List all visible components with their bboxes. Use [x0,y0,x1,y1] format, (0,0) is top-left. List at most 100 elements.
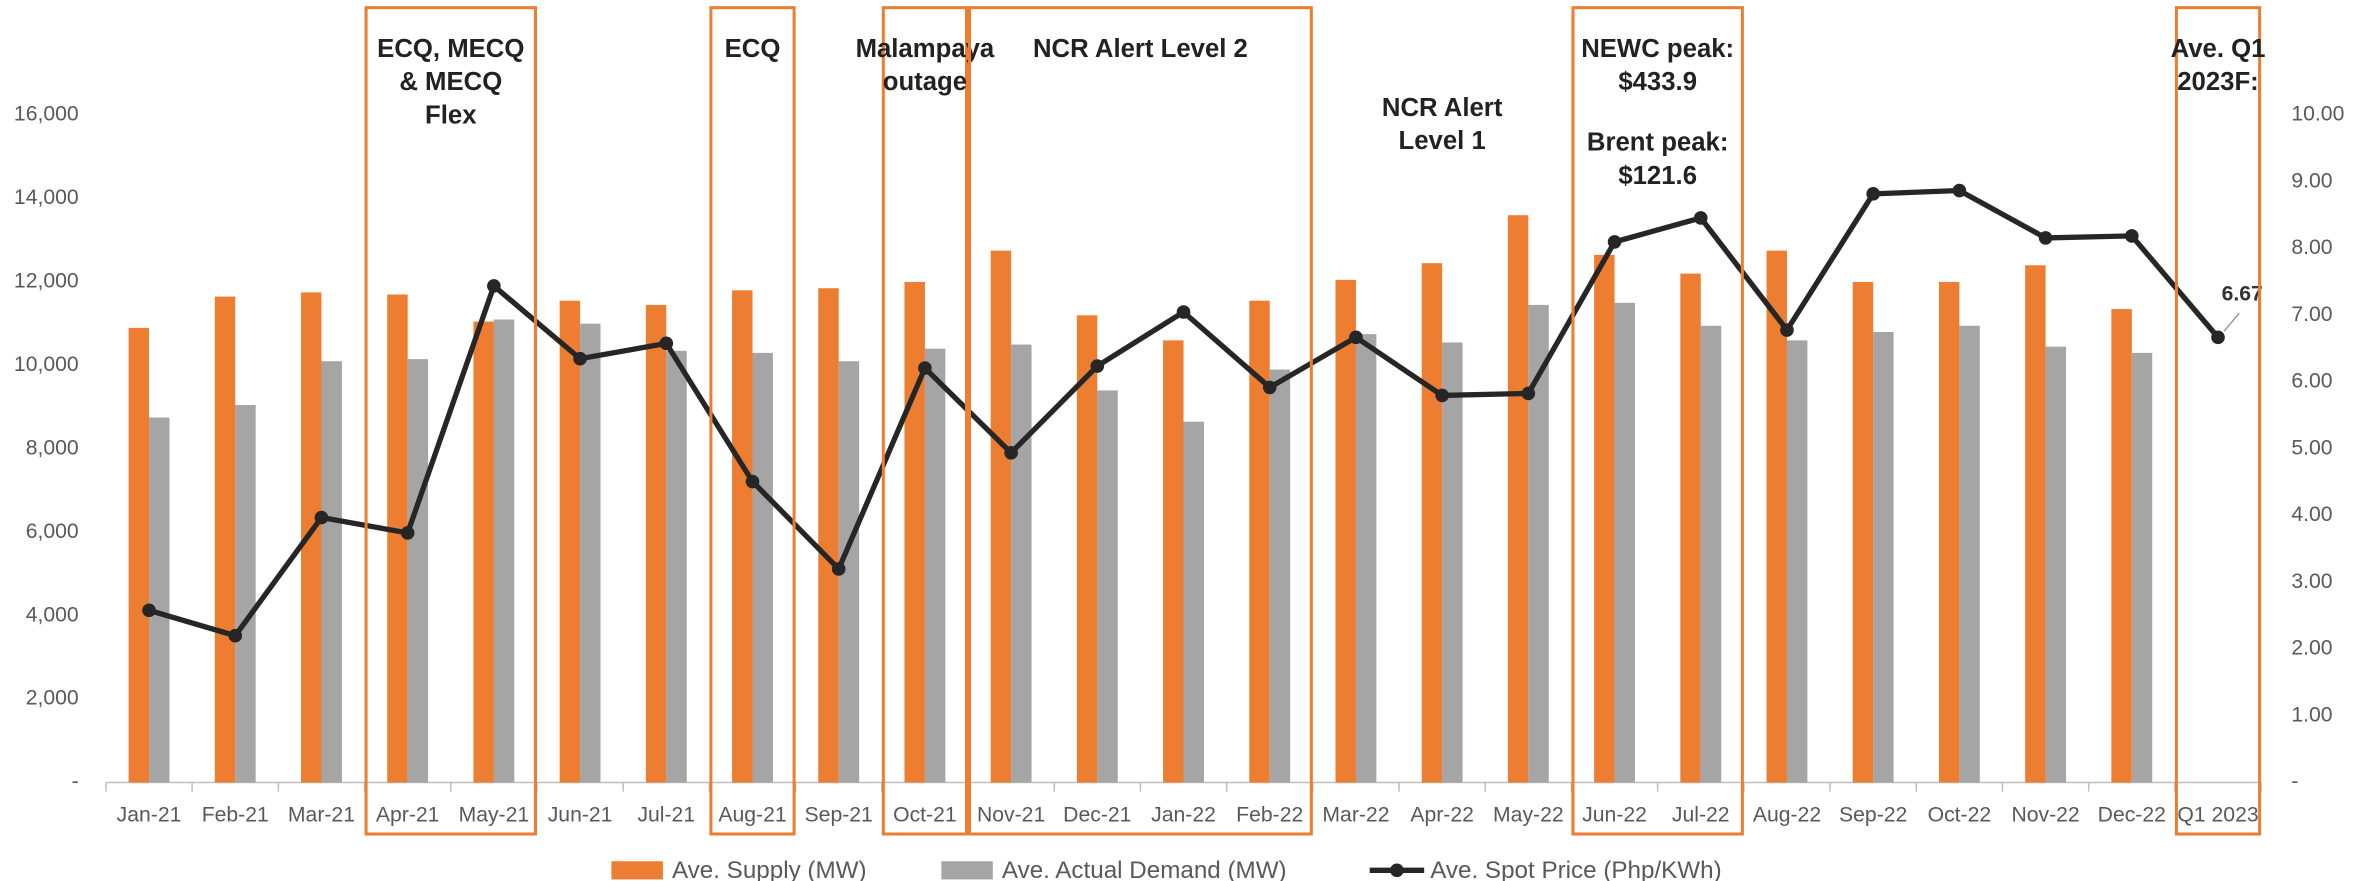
x-tick-label: Mar-21 [288,803,355,826]
data-label: 6.67 [2222,283,2263,306]
x-tick-label: Mar-22 [1322,803,1389,826]
bar [387,294,408,783]
y2-tick-label: 10.00 [2291,103,2344,126]
x-tick-label: Dec-22 [2098,803,2166,826]
y-tick-label: 16,000 [14,103,79,126]
bar [493,319,515,783]
x-tick-label: May-21 [459,803,530,826]
x-tick-label: Feb-22 [1236,803,1303,826]
line-point [659,336,674,351]
line-point [1435,388,1449,403]
x-tick-label: Apr-21 [376,803,440,826]
bar [473,321,494,783]
label-leader [2223,312,2240,332]
y2-tick-label: - [2291,770,2298,793]
bar [666,350,687,783]
bar [1097,390,1118,783]
bar [128,327,150,783]
line-point [2038,231,2053,245]
line-point [1693,211,1708,225]
bar [1680,273,1701,783]
line-point [1090,359,1105,373]
line-point [1780,323,1794,337]
legend-swatch [941,861,993,880]
y2-tick-label: 8.00 [2291,236,2332,259]
legend-label: Ave. Supply (MW) [672,857,867,881]
x-tick-label: Jun-21 [548,803,613,826]
bar [301,292,322,783]
y-tick-label: 4,000 [26,603,79,626]
annotation-text: NCR Alert Level 2 [1033,35,1248,63]
bar [1183,421,1204,783]
bar [2131,352,2153,783]
bar [1076,315,1098,783]
y-tick-label: 6,000 [26,520,79,543]
y2-tick-label: 5.00 [2291,436,2332,459]
line-point [1866,187,1880,201]
bar [1163,340,1184,783]
bar [1528,304,1549,783]
bar [990,250,1012,783]
annotation-text: Flex [425,101,477,129]
y-tick-label: 14,000 [14,186,79,209]
bar [1873,332,1894,783]
x-tick-label: Oct-21 [893,803,957,826]
bar [559,300,581,783]
x-tick-label: Nov-22 [2011,803,2079,826]
bar [1766,250,1787,783]
annotation-box [968,6,1313,836]
line-point [573,351,587,366]
line-point [1349,330,1363,345]
annotation-text: outage [883,68,967,96]
x-tick-label: Jul-22 [1672,803,1730,826]
line-point [1521,386,1536,401]
bar [838,361,860,783]
bar [924,348,946,783]
line-point [831,562,846,576]
annotation-box [1571,6,1744,836]
annotation-text: & MECQ [399,68,502,96]
line-point [2124,229,2139,243]
bar [2045,346,2067,783]
annotation-text: $433.9 [1618,68,1697,96]
annotation-text: $121.6 [1618,162,1697,190]
annotation-text: ECQ, MECQ [377,35,524,63]
x-tick-label: Jan-22 [1151,803,1216,826]
bar [1335,279,1356,783]
line-point [1176,305,1191,319]
line-point [400,526,415,540]
legend-label: Ave. Actual Demand (MW) [1002,857,1287,881]
bar [752,352,773,783]
x-tick-label: Sep-22 [1839,803,1907,826]
bar [1011,344,1032,783]
annotation-text: ECQ [725,35,781,63]
bar [235,405,256,783]
bar [1959,325,1980,783]
bar [149,417,170,783]
y-tick-label: 2,000 [26,687,79,710]
bar [2025,265,2046,783]
x-tick-label: Jan-21 [117,803,182,826]
bar [1355,334,1377,783]
bar [1852,281,1874,783]
y-tick-label: 12,000 [14,270,79,293]
x-tick-label: Apr-22 [1410,803,1474,826]
line-point [1607,235,1622,249]
bar [1507,215,1529,783]
x-tick-label: Oct-22 [1928,803,1992,826]
line-point [487,279,501,293]
bar [1786,340,1808,783]
y2-tick-label: 7.00 [2291,303,2332,326]
x-tick-label: Feb-21 [202,803,269,826]
line-point [1262,380,1277,395]
line-point [2211,330,2225,345]
bar [580,323,601,783]
y2-tick-label: 2.00 [2291,637,2332,660]
line-point [142,603,156,618]
annotation-box [2174,6,2262,836]
y-tick-label: 8,000 [26,436,79,459]
bar [1269,369,1291,783]
y2-tick-label: 6.00 [2291,370,2332,393]
bar [1421,263,1443,783]
y-tick-label: 10,000 [14,353,79,376]
